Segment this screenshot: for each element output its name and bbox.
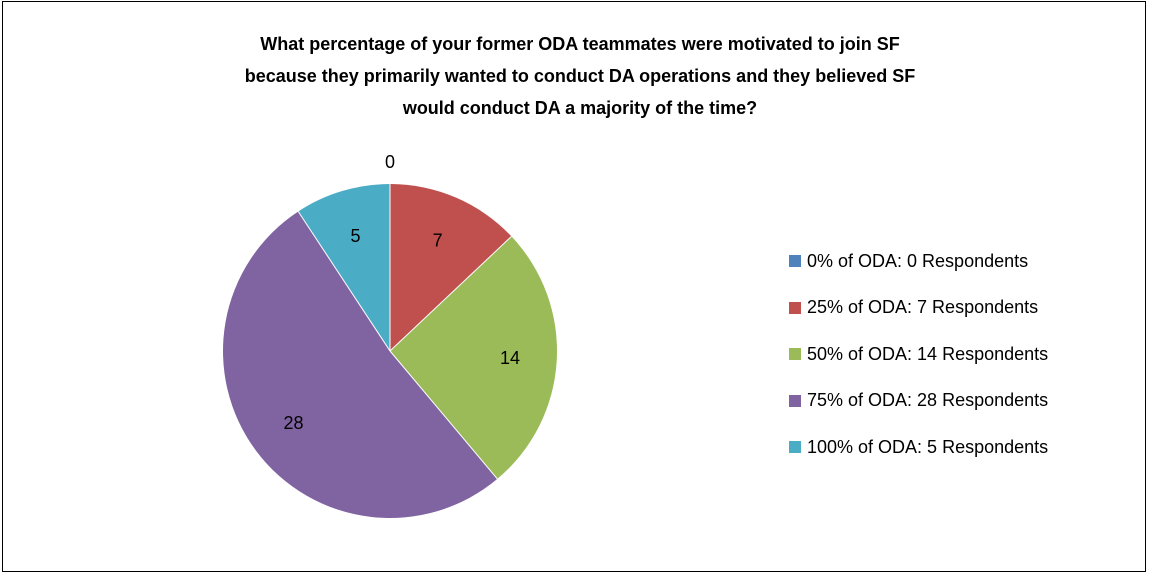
legend: 0% of ODA: 0 Respondents 25% of ODA: 7 R… — [789, 238, 1048, 471]
chart-title-line-3: would conduct DA a majority of the time? — [402, 98, 758, 118]
pie-slice — [390, 236, 557, 479]
legend-swatch — [789, 255, 801, 268]
pie-slice — [390, 184, 512, 351]
legend-swatch — [789, 348, 801, 361]
legend-label: 50% of ODA: 14 Respondents — [807, 343, 1049, 364]
legend-label: 100% of ODA: 5 Respondents — [807, 436, 1049, 457]
legend-swatch — [789, 394, 801, 407]
pie-slices — [223, 184, 557, 518]
pie-data-label: 0 — [385, 152, 395, 172]
pie-data-label: 14 — [500, 348, 520, 368]
chart-title-line-1: What percentage of your former ODA teamm… — [260, 34, 900, 54]
pie-data-label: 28 — [284, 413, 304, 433]
legend-item: 75% of ODA: 28 Respondents — [789, 378, 1048, 425]
pie-slice — [298, 184, 390, 351]
pie-slice-separator — [389, 236, 512, 352]
chart-title-line-2: because they primarily wanted to conduct… — [244, 66, 916, 86]
pie-slice — [223, 211, 498, 518]
pie-data-label: 5 — [351, 226, 361, 246]
legend-label: 0% of ODA: 0 Respondents — [807, 250, 1029, 271]
legend-label: 25% of ODA: 7 Respondents — [807, 297, 1039, 318]
legend-item: 25% of ODA: 7 Respondents — [789, 285, 1048, 332]
legend-swatch — [789, 441, 801, 454]
pie-data-label: 7 — [433, 231, 443, 251]
legend-item: 0% of ODA: 0 Respondents — [789, 238, 1048, 285]
pie-data-labels: 0 7 14 28 5 — [284, 152, 521, 433]
chart-title: What percentage of your former ODA teamm… — [80, 28, 1080, 124]
legend-item: 100% of ODA: 5 Respondents — [789, 424, 1048, 471]
pie-slice-separator — [297, 211, 391, 352]
legend-item: 50% of ODA: 14 Respondents — [789, 331, 1048, 378]
legend-label: 75% of ODA: 28 Respondents — [807, 390, 1049, 411]
pie-slice-separator — [389, 350, 498, 480]
legend-swatch — [789, 301, 801, 314]
